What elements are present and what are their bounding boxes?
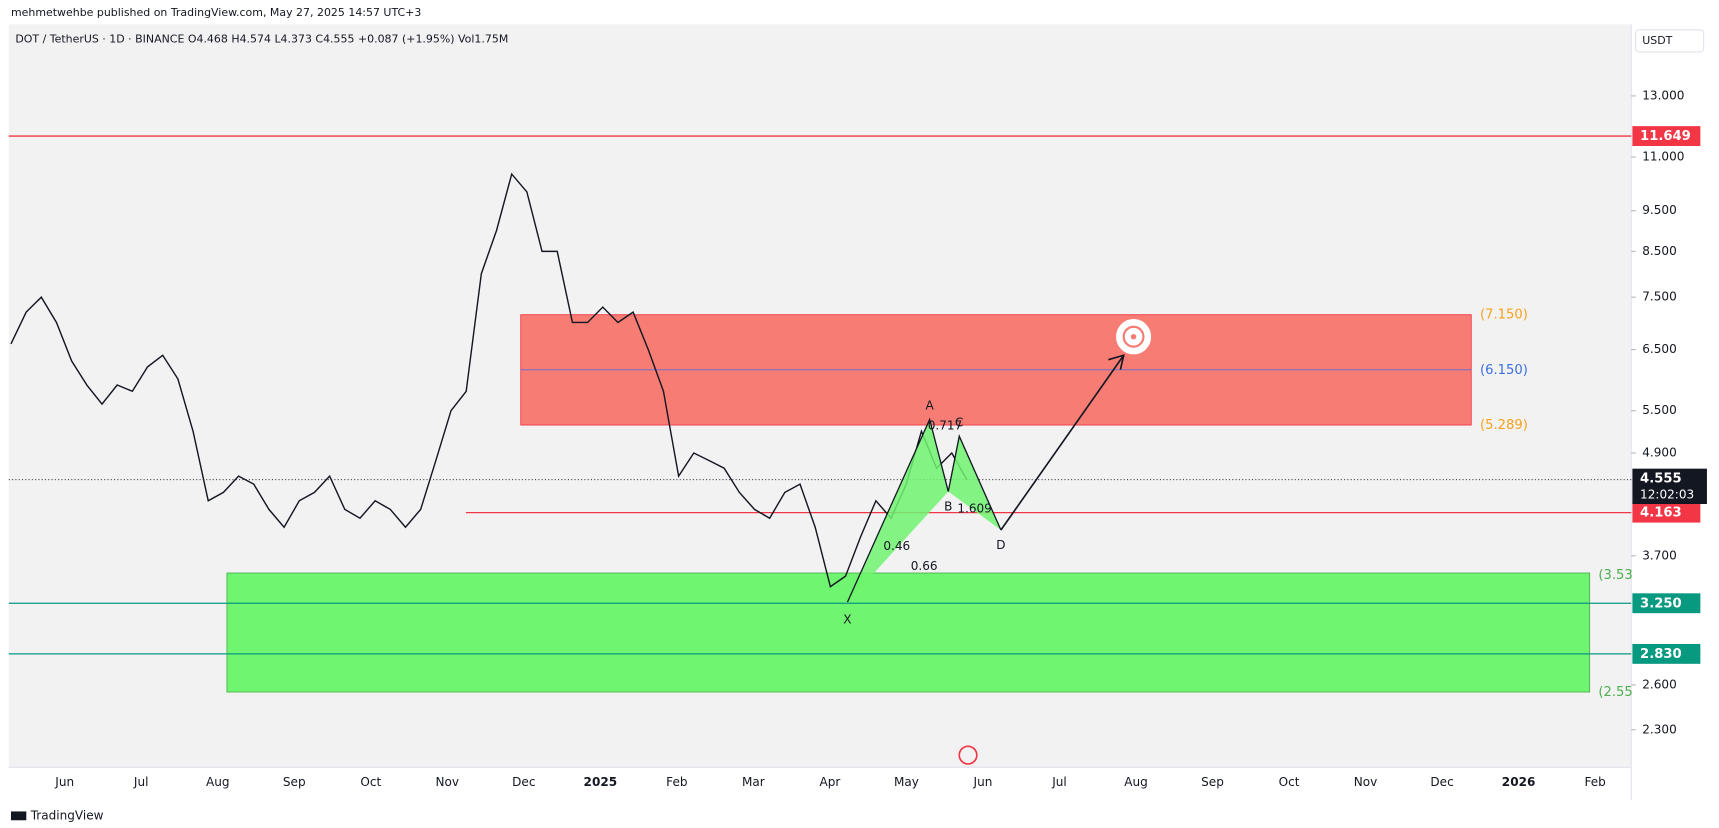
pattern-point-label: B — [944, 499, 952, 513]
x-tick-label: Feb — [666, 775, 688, 789]
ratio-label: 0.66 — [911, 559, 938, 573]
x-tick-label: Sep — [1201, 775, 1224, 789]
y-tick-label: 6.500 — [1642, 342, 1677, 356]
pattern-triangle — [948, 436, 1001, 531]
x-tick-label: Apr — [819, 775, 840, 789]
x-tick-label: Oct — [360, 775, 381, 789]
zone — [226, 572, 1591, 693]
y-tick-label: 13.000 — [1642, 88, 1684, 102]
price-label-box — [1632, 643, 1701, 664]
y-tick-label: 2.600 — [1642, 677, 1677, 691]
price-label-box — [1632, 593, 1701, 614]
pattern-line — [846, 417, 1002, 603]
zone-label: (2.55 — [1598, 685, 1632, 700]
countdown: 12:02:03 — [1640, 488, 1694, 502]
price-line — [10, 172, 968, 588]
x-tick-label: Dec — [512, 775, 535, 789]
y-tick-label: 3.700 — [1642, 548, 1677, 562]
pattern-point-label: D — [996, 538, 1005, 552]
x-tick-label: Nov — [436, 775, 460, 789]
x-tick-label: May — [894, 775, 919, 789]
price-label-box — [1632, 126, 1701, 146]
y-tick-label: 7.500 — [1642, 290, 1677, 304]
price-label: 2.830 — [1640, 647, 1682, 662]
x-tick-label: Jul — [133, 775, 149, 789]
arrow-head — [1108, 354, 1125, 370]
x-tick-label: Jun — [973, 775, 993, 789]
price-label: 11.649 — [1640, 129, 1691, 144]
ratio-label: 1.609 — [957, 501, 992, 515]
pattern-point-label: X — [843, 612, 851, 626]
logo — [10, 811, 27, 821]
pattern-triangle — [847, 419, 949, 603]
footer: TradingView — [30, 808, 104, 822]
publisher: mehmetwehbe published on TradingView.com… — [11, 6, 421, 19]
x-tick-label: Nov — [1354, 775, 1378, 789]
y-tick-label: 4.900 — [1642, 445, 1677, 459]
price-label: 3.250 — [1640, 596, 1682, 611]
target-arrow — [1000, 354, 1125, 531]
x-tick-label: Oct — [1279, 775, 1300, 789]
x-tick-label: Sep — [283, 775, 306, 789]
target-icon — [1130, 333, 1137, 340]
y-tick-label: 9.500 — [1642, 203, 1677, 217]
y-tick-label: 11.000 — [1642, 150, 1684, 164]
y-tick-label: 2.300 — [1642, 722, 1677, 736]
y-tick-label: 8.500 — [1642, 244, 1677, 258]
x-tick-label: Jul — [1051, 775, 1067, 789]
zone-label: (5.289) — [1480, 418, 1528, 433]
pattern-point-label: A — [926, 399, 935, 413]
currency-box — [1635, 29, 1705, 53]
y-tick-label: 5.500 — [1642, 403, 1677, 417]
price-label: 4.163 — [1640, 506, 1682, 521]
x-tick-label: Mar — [742, 775, 765, 789]
x-tick-label: 2026 — [1502, 775, 1536, 789]
x-tick-label: Dec — [1430, 775, 1453, 789]
x-tick-label: 2025 — [584, 775, 618, 789]
zone-label: (7.150) — [1480, 308, 1528, 323]
event-icon[interactable] — [958, 745, 978, 765]
price-label: 4.555 — [1640, 472, 1682, 487]
zone-label: (3.53 — [1598, 568, 1632, 583]
symbol-legend: DOT / TetherUS · 1D · BINANCE O4.468 H4.… — [15, 33, 508, 46]
x-tick-label: Feb — [1584, 775, 1606, 789]
zone-label: (6.150) — [1480, 363, 1528, 378]
ratio-label: 0.46 — [883, 539, 910, 553]
x-tick-label: Aug — [206, 775, 230, 789]
x-tick-label: Aug — [1124, 775, 1148, 789]
target-icon — [1122, 325, 1145, 348]
axis-title: USDT — [1642, 34, 1672, 47]
ratio-label: 0.717 — [928, 419, 963, 433]
pattern-point-label: C — [955, 415, 963, 429]
price-label-box — [1632, 468, 1707, 504]
price-label-box — [1632, 502, 1701, 523]
x-tick-label: Jun — [54, 775, 74, 789]
